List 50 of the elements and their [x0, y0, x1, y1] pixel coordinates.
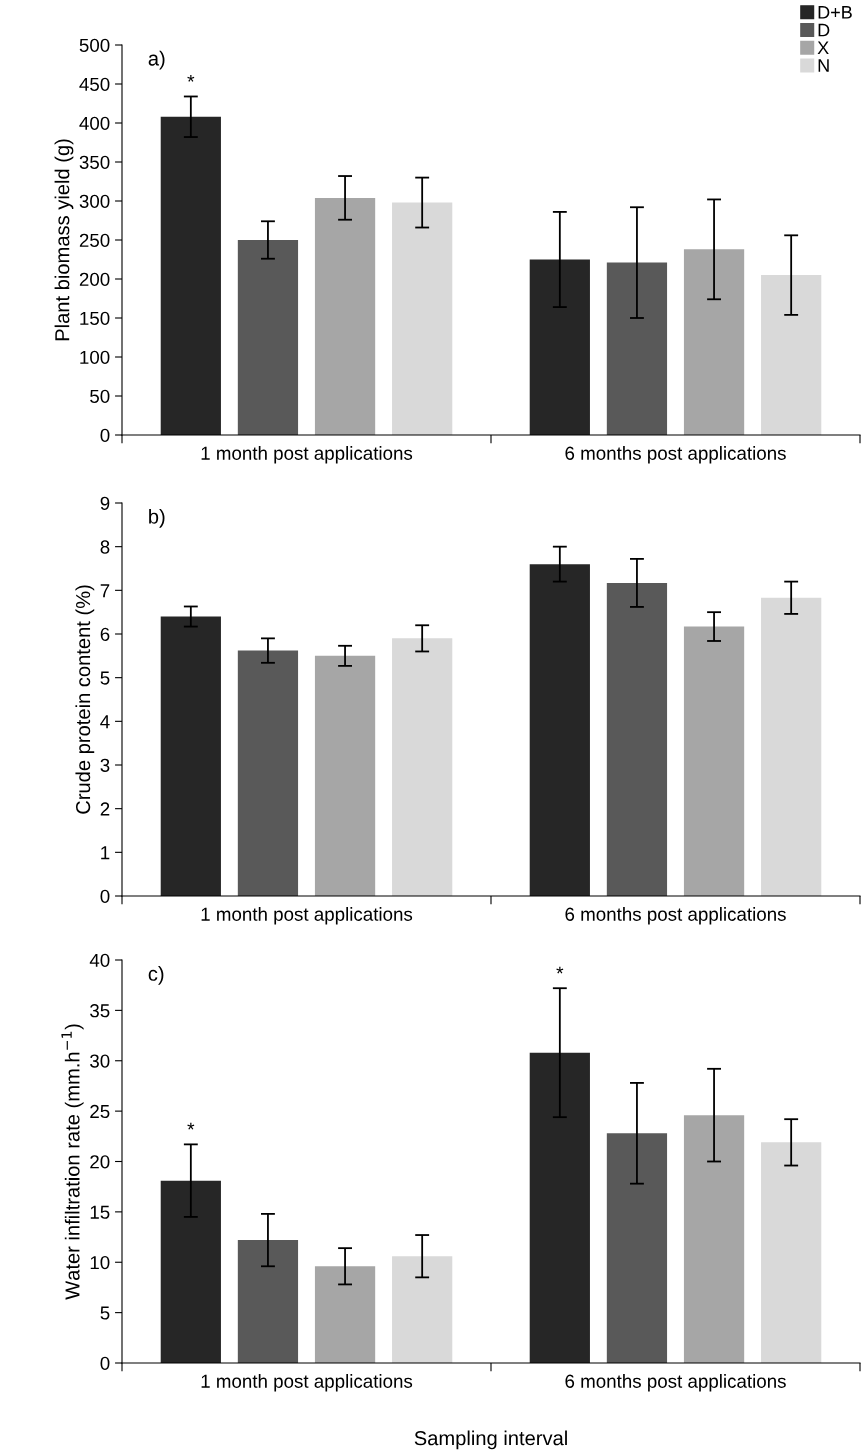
x-tick-label: 1 month post applications	[201, 446, 413, 464]
y-tick-label: 10	[90, 1255, 110, 1270]
legend-label: D+B	[818, 6, 852, 19]
x-tick-label: 1 month post applications	[201, 907, 413, 925]
y-tick-label: 40	[89, 953, 110, 967]
y-tick-label: 150	[80, 311, 110, 325]
y-tick-label: 7	[100, 584, 110, 598]
annotation: c)	[148, 966, 164, 985]
y-tick-label: 35	[90, 1004, 110, 1018]
y-tick-label: 200	[79, 272, 110, 286]
annotation: *	[187, 74, 195, 82]
y-tick-label: 15	[90, 1205, 110, 1219]
y-tick-label: 3	[100, 758, 110, 772]
legend-label: N	[818, 59, 829, 72]
y-tick-label: 400	[79, 116, 110, 130]
annotation: a)	[148, 50, 165, 70]
y-tick-label: 1	[101, 846, 110, 860]
y-tick-label: 500	[79, 38, 110, 52]
x-tick-label: 6 months post applications	[565, 907, 786, 925]
y-tick-label: 9	[100, 496, 110, 510]
annotation: *	[187, 1122, 195, 1130]
y-tick-label: 250	[79, 233, 110, 247]
x-tick-label: 1 month post applications	[201, 1374, 413, 1392]
y-tick-label: 50	[90, 389, 110, 403]
y-tick-label: 100	[80, 350, 110, 364]
y-axis-title: Plant biomass yield (g)	[54, 139, 74, 341]
y-tick-label: 0	[100, 428, 110, 442]
y-tick-label: 6	[100, 627, 110, 641]
y-tick-label: 30	[90, 1054, 110, 1068]
y-axis-title: Crude protein content (%)	[75, 585, 95, 814]
legend-label: D	[818, 23, 830, 37]
y-tick-label: 2	[100, 802, 110, 816]
y-tick-label: 8	[100, 540, 110, 554]
y-tick-label: 350	[79, 155, 110, 169]
y-tick-label: 0	[100, 1356, 110, 1370]
y-tick-label: 4	[100, 715, 110, 729]
y-tick-label: 300	[79, 194, 110, 208]
x-axis-title: Sampling interval	[414, 1430, 567, 1450]
x-tick-label: 6 months post applications	[565, 446, 786, 464]
y-tick-label: 20	[90, 1155, 110, 1169]
x-tick-label: 6 months post applications	[565, 1374, 786, 1392]
y-tick-label: 5	[100, 671, 110, 685]
annotation: *	[556, 966, 564, 974]
y-tick-label: 5	[100, 1306, 110, 1320]
annotation: b)	[149, 508, 165, 528]
legend-label: X	[817, 41, 829, 54]
y-axis-title: Water infiltration rate (mm.h$^{−1}$)	[61, 1024, 84, 1300]
y-tick-label: 25	[90, 1104, 110, 1119]
y-tick-label: 450	[79, 77, 110, 91]
y-tick-label: 0	[100, 889, 110, 903]
